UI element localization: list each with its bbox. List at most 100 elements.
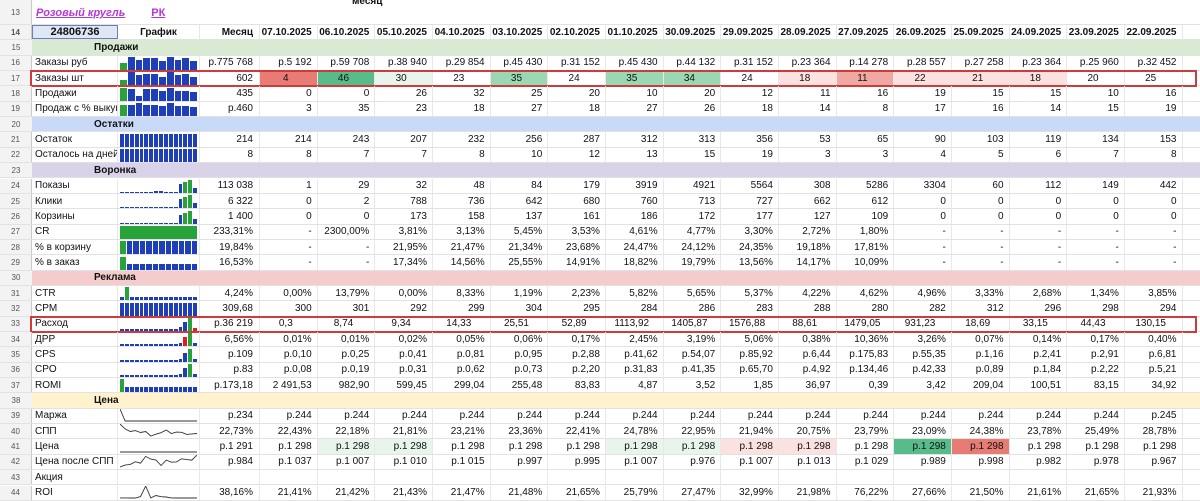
day-value: р.0,10 — [260, 347, 318, 362]
day-value: - — [952, 239, 1010, 255]
day-value: 13 — [606, 147, 664, 163]
day-value: - — [952, 224, 1010, 239]
sparkline-bar — [144, 207, 149, 209]
table-row: 35 CPS р.109 р.0,10 р.0,25 р.0,41 р.0,81 р.0,95… — [0, 347, 1200, 363]
table-row: 34 ДРР 6,56% 0,01% 0,01% 0,02% 0,05% 0,06% 0,17%… — [0, 332, 1200, 348]
sparkline-bar — [178, 183, 183, 193]
table-row: 42 Цена после СПП р.984 р.1 037 р.1 007 р.1 0… — [0, 454, 1200, 471]
bar-sparkline — [120, 72, 197, 86]
sparkline-bar — [188, 149, 193, 163]
day-value: 0 — [318, 209, 376, 224]
day-value: 173 — [375, 209, 433, 224]
day-value: 0 — [1125, 209, 1183, 224]
day-value: р.134,46 — [837, 362, 895, 378]
table-row: 40 СПП 22,73% 22,43% 22,18% 21,81% 23,21% 23,36… — [0, 424, 1200, 440]
day-value: 736 — [433, 193, 491, 209]
section-row: 23 Воронка — [0, 163, 1200, 179]
day-value: р.0,25 — [318, 347, 376, 362]
day-value: 23,68% — [548, 239, 606, 255]
day-value: 19 — [721, 147, 779, 163]
sparkline-bar — [193, 203, 197, 209]
sparkline-bar — [173, 302, 178, 316]
day-value: - — [318, 239, 376, 255]
day-value — [952, 470, 1010, 485]
bar-sparkline — [120, 302, 197, 316]
day-value: 25,79% — [606, 485, 664, 500]
day-value: 0 — [952, 209, 1010, 224]
row-label: Показы — [32, 178, 118, 193]
day-value: 25,49% — [1067, 424, 1125, 439]
day-value — [433, 470, 491, 485]
day-value: 21,42% — [318, 485, 376, 500]
sparkline-bar — [149, 133, 154, 147]
sparkline-bar — [144, 133, 149, 147]
sparkline-cell — [118, 454, 200, 470]
day-value — [260, 470, 318, 485]
row-label: CR — [32, 224, 118, 239]
sparkline-bar — [139, 241, 145, 255]
sparkline-bar — [188, 133, 193, 147]
day-value: р.244 — [606, 408, 664, 424]
day-value: 292 — [375, 301, 433, 316]
table-row: 32 CPM 309,68 300 301 292 299 304 295 284 286 283 28… — [0, 301, 1200, 317]
day-value: 36,97 — [779, 378, 837, 393]
sparkline-bar — [168, 207, 173, 209]
row-number: 30 — [0, 270, 32, 285]
sparkline-bar — [134, 207, 139, 209]
day-value: р.976 — [664, 454, 722, 470]
day-value: 283 — [721, 301, 779, 316]
month-value: р.775 768 — [200, 55, 260, 71]
day-value: - — [1010, 255, 1068, 270]
product-id-cell[interactable]: 24806736 — [32, 25, 118, 40]
title-link[interactable]: Розовый кругль — [36, 7, 126, 19]
sparkline-bar — [154, 133, 158, 147]
day-value: 5 — [952, 147, 1010, 163]
day-value: 32 — [375, 178, 433, 193]
bar-sparkline — [120, 364, 197, 378]
sparkline-cell — [118, 408, 200, 424]
sparkline-cell — [118, 470, 200, 485]
day-value: р.59 708 — [318, 55, 376, 71]
sparkline-cell — [118, 301, 200, 316]
sparkline-bar — [188, 179, 193, 193]
sparkline-bar — [139, 387, 144, 393]
day-value: 0 — [1010, 209, 1068, 224]
sparkline-bar — [139, 222, 144, 224]
day-value: 0,01% — [318, 332, 376, 347]
sparkline-bar — [134, 328, 139, 331]
sparkline-bar — [178, 241, 184, 255]
day-value: 313 — [664, 132, 722, 147]
day-value: 134 — [1067, 132, 1125, 147]
row-number: 33 — [0, 316, 32, 331]
sparkline-bar — [154, 344, 158, 347]
sparkline-bar — [129, 222, 134, 224]
day-value: р.1 298 — [1125, 439, 1183, 454]
rk-link[interactable]: РК — [151, 7, 166, 19]
sparkline-bar — [173, 222, 178, 224]
day-value: 60 — [952, 178, 1010, 193]
day-value: - — [1125, 255, 1183, 270]
day-value: 20 — [664, 86, 722, 101]
day-value: 10,36% — [837, 332, 895, 347]
month-value: 309,68 — [200, 301, 260, 316]
sparkline-bar — [129, 207, 134, 209]
sparkline-bar — [151, 89, 158, 101]
date-header: 30.09.2025 — [664, 25, 722, 40]
sparkline-bar — [174, 59, 182, 71]
sparkline-bar — [193, 387, 197, 393]
day-value: 2 491,53 — [260, 378, 318, 393]
day-value: 0,3 — [260, 316, 318, 331]
day-value: 13,79% — [318, 285, 376, 301]
day-value: - — [1067, 224, 1125, 239]
day-value: 0 — [1125, 193, 1183, 209]
day-value: 153 — [1125, 132, 1183, 147]
line-sparkline — [120, 424, 197, 437]
day-value: р.245 — [1125, 408, 1183, 424]
sparkline-bar — [120, 207, 124, 209]
day-value: 0 — [260, 209, 318, 224]
day-value — [664, 470, 722, 485]
row-number: 15 — [0, 40, 32, 55]
row-number: 25 — [0, 193, 32, 209]
month-value: р.109 — [200, 347, 260, 362]
day-value: 295 — [548, 301, 606, 316]
